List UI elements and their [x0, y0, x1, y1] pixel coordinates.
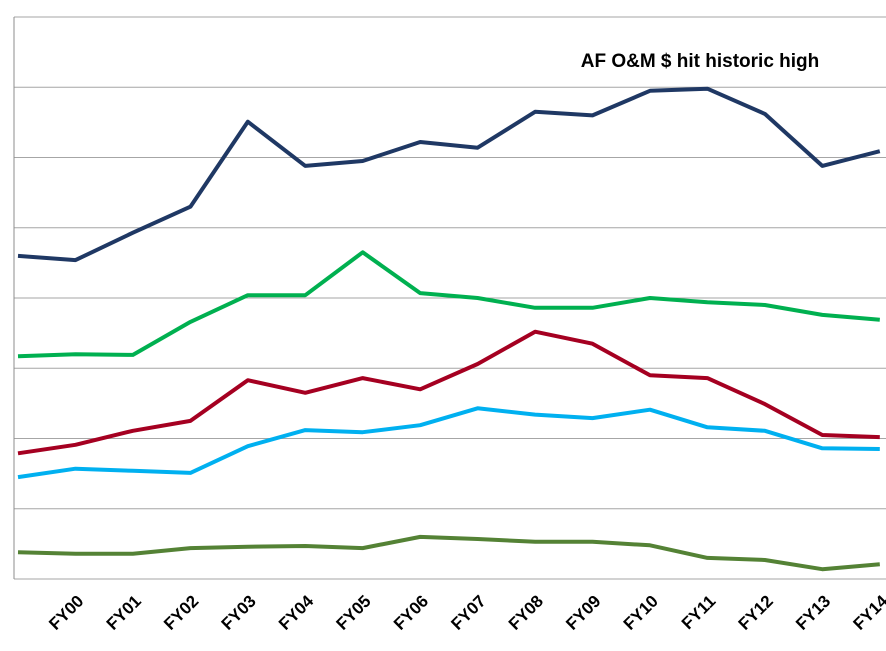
x-tick-label: FY06 [390, 592, 432, 634]
series-line [17, 250, 880, 359]
lines [17, 86, 881, 572]
annotation: AF O&M $ hit historic high [581, 51, 820, 72]
x-tick-label: FY04 [275, 591, 318, 634]
x-tick-label: FY14 [850, 591, 886, 634]
x-tick-label: FY05 [333, 592, 375, 634]
x-tick-label: FY03 [218, 592, 260, 634]
x-tick-label: FY07 [447, 592, 489, 634]
series-line [17, 86, 881, 263]
x-tick-label: FY00 [45, 592, 87, 634]
grid [14, 16, 886, 580]
series-line [17, 406, 880, 480]
x-tick-label: FY02 [160, 592, 202, 634]
x-tick-label: FY12 [735, 592, 777, 634]
series-line [17, 534, 880, 572]
x-labels: FY00 FY01 FY02 FY03 FY04 FY05 FY06 FY07 FY08 FY09… [45, 591, 886, 634]
x-tick-label: FY01 [103, 592, 145, 634]
series-line [17, 329, 880, 456]
x-tick-label: FY08 [505, 592, 547, 634]
x-tick-label: FY11 [678, 592, 720, 634]
x-tick-label: FY10 [620, 592, 662, 634]
x-tick-label: FY13 [792, 592, 834, 634]
x-tick-label: FY09 [562, 592, 604, 634]
